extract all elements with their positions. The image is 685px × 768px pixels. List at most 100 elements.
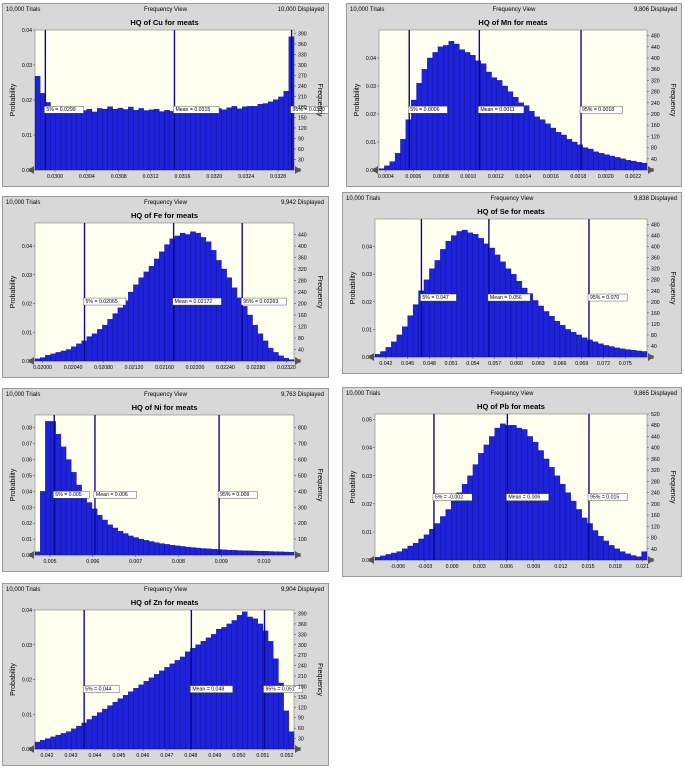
histogram-bar [34, 551, 41, 556]
left-grabber-icon[interactable] [28, 745, 34, 753]
y-right-tick-label: 440 [298, 233, 307, 239]
y-right-tick-label: 150 [298, 116, 307, 122]
histogram-bar [380, 555, 387, 561]
histogram-bar [185, 234, 191, 362]
y-tick-label: 0.06 [22, 458, 32, 464]
histogram-bar [97, 329, 103, 362]
y-tick-label: 0.01 [22, 133, 32, 139]
y-tick-label: 0.00 [22, 359, 32, 365]
left-grabber-icon[interactable] [28, 357, 34, 365]
percentile-label: 5% = 0.0299 [44, 105, 84, 114]
y-right-tick-label: 240 [651, 101, 660, 107]
right-grabber-icon[interactable] [648, 353, 654, 361]
y-tick-label: 0.01 [22, 330, 32, 336]
y-right-tick-label: 360 [298, 42, 307, 48]
y-right-tick-label: 280 [651, 90, 660, 96]
chart-panel-ni: 10,000 Trials Frequency View 9,763 Display… [2, 388, 329, 572]
y-tick-label: 0.03 [22, 273, 32, 279]
histogram-bar [267, 101, 274, 171]
histogram-bar [71, 472, 77, 556]
x-tick-label: 0.015 [582, 564, 595, 570]
histogram-bar [164, 544, 170, 556]
y-tick-label: 0.04 [22, 608, 32, 614]
histogram-bar [440, 249, 446, 358]
histogram-bar [570, 500, 577, 561]
y-right-tick-label: 40 [298, 348, 304, 354]
histogram-bar [133, 284, 139, 362]
x-tick-label: 0.045 [401, 361, 414, 367]
right-grabber-icon[interactable] [295, 551, 301, 559]
histogram-bar [384, 165, 390, 171]
histogram-bar [538, 305, 544, 358]
percentile-label: 5% = 0.044 [82, 685, 120, 693]
histogram-bar [636, 162, 642, 171]
right-grabber-icon[interactable] [648, 166, 654, 174]
y-tick-label: 0.00 [22, 168, 32, 174]
histogram-bar [402, 548, 408, 561]
histogram-bar [242, 611, 248, 750]
y-tick-label: 0.01 [362, 530, 372, 536]
histogram-bar [532, 300, 539, 358]
x-tick-label: 0.0316 [174, 174, 190, 180]
displayed-count: 9,942 Displayed [280, 200, 324, 206]
histogram-bar [169, 544, 176, 556]
histogram-bar [283, 551, 289, 556]
x-tick-label: 0.049 [208, 753, 221, 759]
x-tick-label: 0.043 [64, 753, 77, 759]
y-right-tick-label: 300 [298, 505, 307, 511]
percentile-label: 5% = -0.002 [432, 493, 473, 501]
trials-count: 10,000 Trials [6, 392, 41, 398]
left-grabber-icon[interactable] [28, 166, 34, 174]
histogram-bar [434, 260, 441, 358]
left-grabber-icon[interactable] [368, 353, 374, 361]
histogram-bar [570, 332, 577, 358]
right-grabber-icon[interactable] [295, 166, 301, 174]
histogram-bar [630, 555, 637, 561]
y-right-axis-label: Frequency [316, 663, 323, 697]
y-tick-label: 0.02 [366, 112, 376, 118]
histogram-bar [226, 107, 232, 171]
y-right-tick-label: 90 [298, 716, 304, 722]
chart-title: HQ of Pb for meats [477, 402, 545, 411]
y-tick-label: 0.03 [22, 643, 32, 649]
x-tick-label: 0.0012 [488, 174, 504, 180]
histogram-bar [164, 244, 170, 362]
histogram-bar [97, 108, 103, 171]
histogram-bar [641, 351, 648, 358]
right-grabber-icon[interactable] [648, 556, 654, 564]
y-right-tick-label: 480 [651, 34, 660, 40]
displayed-count: 9,838 Displayed [633, 196, 677, 202]
y-right-tick-label: 360 [298, 622, 307, 628]
view-label: Frequency View [492, 7, 536, 13]
histogram-bar [102, 519, 108, 556]
histogram-bar [467, 232, 474, 358]
svg-text:95% = 0.051: 95% = 0.051 [266, 687, 295, 693]
x-tick-label: 0.048 [184, 753, 197, 759]
percentile-label: Mean = 0.0315 [173, 105, 220, 114]
histogram-bar [396, 551, 403, 561]
y-tick-label: 0.04 [362, 446, 372, 452]
left-grabber-icon[interactable] [28, 551, 34, 559]
left-grabber-icon[interactable] [372, 166, 378, 174]
right-grabber-icon[interactable] [295, 745, 301, 753]
y-axis-label: Probability [10, 83, 17, 116]
histogram-bar [559, 484, 566, 561]
y-right-tick-label: 280 [651, 278, 660, 284]
histogram-bar [625, 349, 631, 358]
panel-header: 10,000 Trials Frequency View 9,838 Display… [343, 193, 681, 205]
histogram-bar [423, 534, 430, 561]
histogram-bar [221, 549, 227, 556]
histogram-bar [221, 268, 227, 362]
right-grabber-icon[interactable] [295, 357, 301, 365]
histogram-bar [226, 549, 232, 556]
histogram-bar [65, 109, 72, 171]
y-tick-label: 0.01 [362, 327, 372, 333]
y-right-tick-label: 400 [298, 244, 307, 250]
histogram-bar [278, 551, 284, 556]
left-grabber-icon[interactable] [368, 556, 374, 564]
y-right-tick-label: 160 [651, 513, 660, 519]
y-right-tick-label: 390 [298, 32, 307, 38]
y-right-tick-label: 800 [298, 426, 307, 432]
histogram-bar [461, 229, 468, 358]
chart-title: HQ of Cu for meats [130, 18, 198, 27]
